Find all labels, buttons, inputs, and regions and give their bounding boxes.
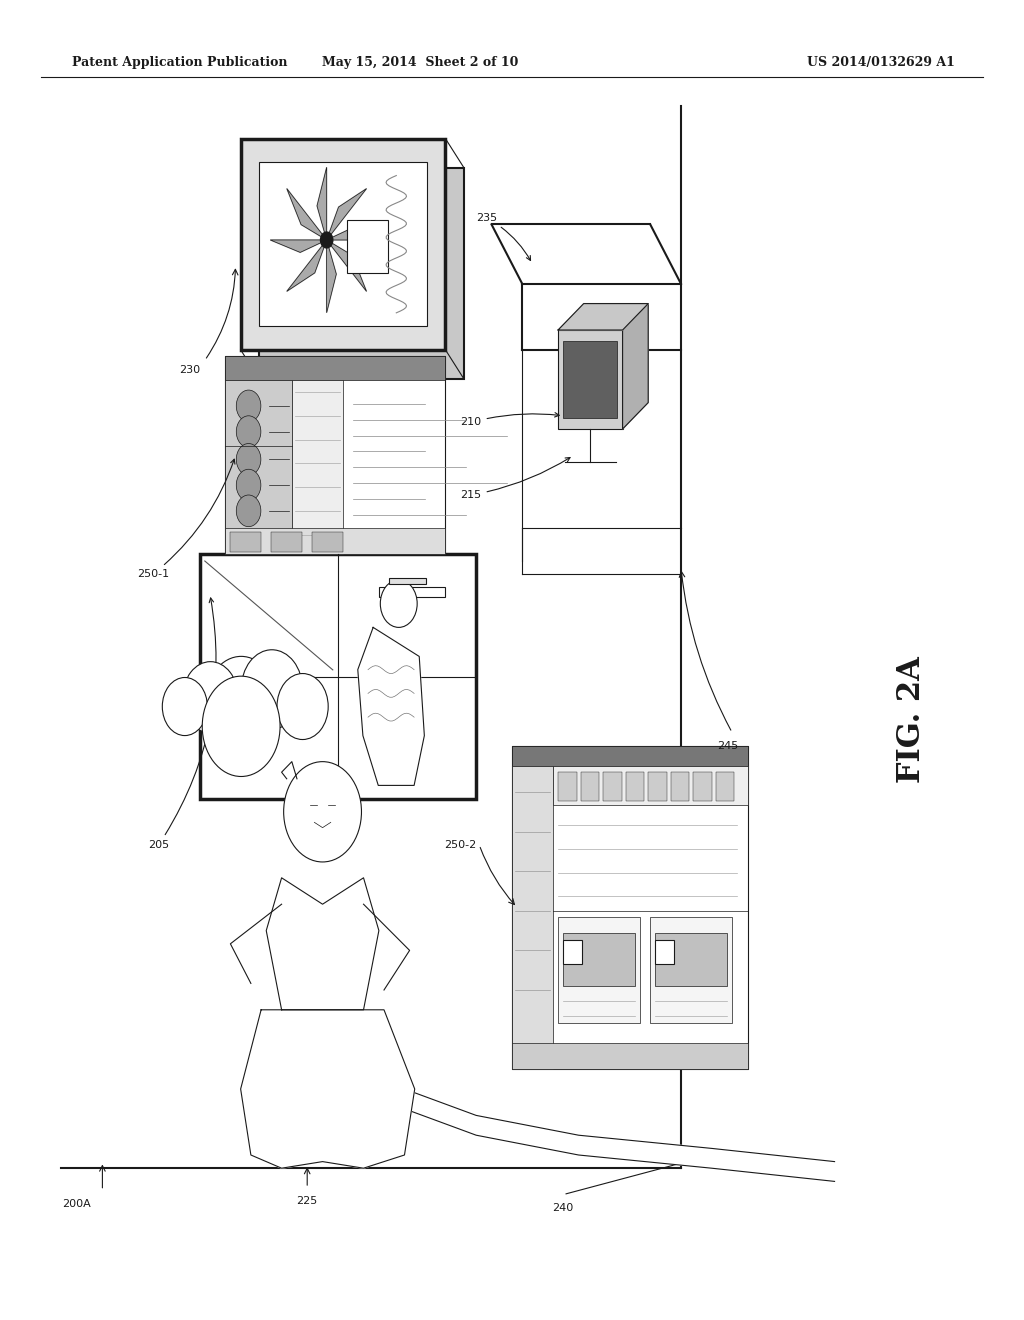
Text: 245: 245 <box>717 741 738 751</box>
FancyBboxPatch shape <box>648 772 667 801</box>
FancyBboxPatch shape <box>563 940 582 964</box>
FancyBboxPatch shape <box>650 917 732 1023</box>
Polygon shape <box>270 240 327 252</box>
FancyBboxPatch shape <box>655 940 674 964</box>
FancyBboxPatch shape <box>512 766 553 1069</box>
Text: 230: 230 <box>179 364 200 375</box>
FancyBboxPatch shape <box>225 380 292 554</box>
Text: 250-1: 250-1 <box>137 459 234 579</box>
Circle shape <box>182 661 238 733</box>
Circle shape <box>237 444 261 475</box>
FancyBboxPatch shape <box>347 220 388 273</box>
Polygon shape <box>327 189 367 240</box>
FancyBboxPatch shape <box>225 356 445 380</box>
FancyBboxPatch shape <box>271 532 302 552</box>
Text: 250-2: 250-2 <box>444 840 476 850</box>
FancyBboxPatch shape <box>225 356 445 554</box>
FancyBboxPatch shape <box>389 578 426 583</box>
Text: FIG. 2A: FIG. 2A <box>896 656 927 783</box>
Circle shape <box>203 676 281 776</box>
FancyBboxPatch shape <box>603 772 622 801</box>
FancyBboxPatch shape <box>512 746 748 1069</box>
FancyBboxPatch shape <box>512 1043 748 1069</box>
FancyBboxPatch shape <box>312 532 343 552</box>
FancyBboxPatch shape <box>563 933 635 986</box>
Circle shape <box>205 656 276 748</box>
Polygon shape <box>317 168 327 240</box>
FancyBboxPatch shape <box>626 772 644 801</box>
FancyBboxPatch shape <box>292 380 343 554</box>
Text: 215: 215 <box>461 458 570 500</box>
FancyBboxPatch shape <box>241 139 445 350</box>
Text: 235: 235 <box>476 213 530 260</box>
Polygon shape <box>327 240 367 292</box>
Circle shape <box>237 391 261 422</box>
FancyBboxPatch shape <box>671 772 689 801</box>
Circle shape <box>284 762 361 862</box>
Circle shape <box>276 673 328 739</box>
Text: 225: 225 <box>297 1196 317 1206</box>
FancyBboxPatch shape <box>200 554 476 799</box>
Text: Patent Application Publication: Patent Application Publication <box>72 55 287 69</box>
FancyBboxPatch shape <box>558 772 577 801</box>
Circle shape <box>321 232 333 248</box>
FancyBboxPatch shape <box>259 162 427 326</box>
Polygon shape <box>287 189 327 240</box>
Polygon shape <box>327 240 336 313</box>
Circle shape <box>237 495 261 527</box>
Text: 205: 205 <box>148 598 216 850</box>
Polygon shape <box>287 240 327 292</box>
Text: May 15, 2014  Sheet 2 of 10: May 15, 2014 Sheet 2 of 10 <box>322 55 518 69</box>
Circle shape <box>163 677 207 735</box>
FancyBboxPatch shape <box>693 772 712 801</box>
FancyBboxPatch shape <box>225 528 445 554</box>
Text: 200A: 200A <box>62 1199 91 1209</box>
Polygon shape <box>623 304 648 429</box>
Circle shape <box>237 470 261 502</box>
FancyBboxPatch shape <box>230 532 261 552</box>
FancyBboxPatch shape <box>379 587 445 597</box>
FancyBboxPatch shape <box>259 168 464 379</box>
Polygon shape <box>266 878 379 1010</box>
Polygon shape <box>558 304 648 330</box>
Circle shape <box>242 649 303 729</box>
FancyBboxPatch shape <box>553 766 748 805</box>
FancyBboxPatch shape <box>558 330 623 429</box>
Polygon shape <box>404 1089 835 1181</box>
FancyBboxPatch shape <box>581 772 599 801</box>
Text: 240: 240 <box>553 1203 573 1213</box>
FancyBboxPatch shape <box>558 917 640 1023</box>
Circle shape <box>380 579 417 627</box>
FancyBboxPatch shape <box>512 746 748 766</box>
Polygon shape <box>327 227 383 240</box>
Text: 210: 210 <box>461 413 559 428</box>
FancyBboxPatch shape <box>655 933 727 986</box>
Polygon shape <box>241 1010 415 1168</box>
FancyBboxPatch shape <box>716 772 734 801</box>
Text: US 2014/0132629 A1: US 2014/0132629 A1 <box>807 55 954 69</box>
Circle shape <box>237 416 261 447</box>
FancyBboxPatch shape <box>563 341 617 418</box>
Polygon shape <box>357 627 424 785</box>
